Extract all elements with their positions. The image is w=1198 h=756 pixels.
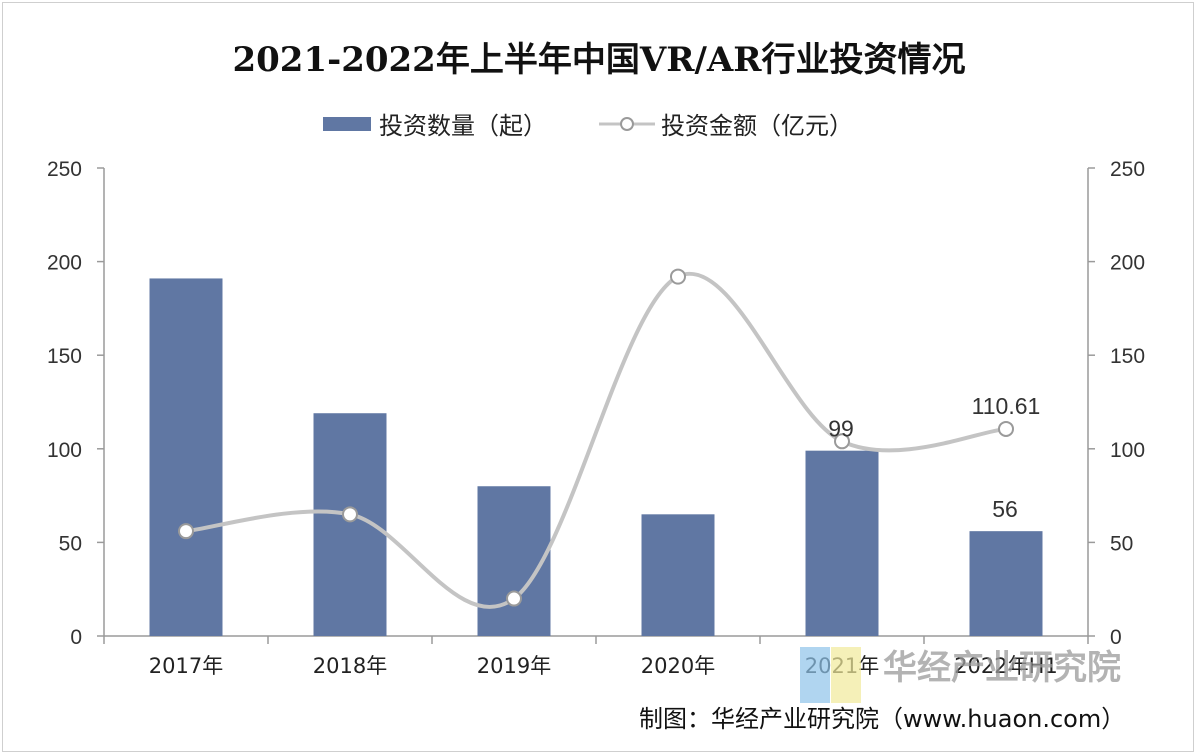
watermark: 华经产业研究院	[800, 647, 1121, 703]
line-point	[998, 420, 1014, 437]
y-left-tick-label: 150	[47, 345, 82, 368]
watermark-logo-yellow	[831, 647, 861, 703]
y-left-tick-label: 100	[47, 439, 82, 462]
data-labels: 99 56 110.61	[828, 393, 1040, 522]
y-right-tick-label: 50	[1110, 532, 1133, 555]
x-category-label: 2022年H1	[954, 654, 1058, 678]
legend-label-bar: 投资数量（起）	[379, 112, 547, 140]
axes: 0 50 100 150 200 250 0 50 100 150 200 250 2017年 2018年…	[47, 158, 1145, 678]
legend-label-line: 投资金额（亿元）	[661, 112, 853, 140]
bar	[149, 278, 223, 636]
x-category-label: 2020年	[641, 654, 715, 678]
line-point	[834, 433, 850, 450]
chart-title: 2021-2022年上半年中国VR/AR行业投资情况	[232, 40, 965, 80]
y-right-tick-label: 150	[1110, 345, 1145, 368]
line-data-label: 110.61	[972, 393, 1041, 419]
bar	[805, 450, 879, 636]
line-point	[506, 590, 522, 607]
source-note: 制图：华经产业研究院（www.huaon.com）	[639, 705, 1125, 733]
y-right-tick-label: 0	[1110, 626, 1122, 649]
y-right-tick-label: 100	[1110, 439, 1145, 462]
line-point	[178, 523, 194, 540]
watermark-logo-blue	[800, 647, 830, 703]
watermark-text: 华经产业研究院	[883, 648, 1121, 688]
y-right-tick-label: 200	[1110, 252, 1145, 275]
y-left-tick-label: 250	[47, 158, 82, 181]
y-left-tick-label: 200	[47, 252, 82, 275]
bar	[641, 514, 715, 636]
x-category-label: 2018年	[313, 654, 387, 678]
x-category-label: 2017年	[149, 654, 223, 678]
bar-series	[149, 278, 1043, 636]
bar	[477, 486, 551, 636]
legend: 投资数量（起） 投资金额（亿元）	[323, 112, 853, 140]
y-right-tick-label: 250	[1110, 158, 1145, 181]
bar-data-label: 99	[828, 416, 854, 442]
y-left-tick-label: 0	[70, 626, 82, 649]
line-point	[670, 268, 686, 285]
bar	[969, 531, 1043, 636]
legend-swatch-marker	[620, 117, 634, 131]
x-category-label: 2019年	[477, 654, 551, 678]
legend-swatch-bar	[323, 117, 371, 131]
chart-svg: 2021-2022年上半年中国VR/AR行业投资情况 投资数量（起） 投资金额（亿…	[47, 40, 1145, 733]
line-series	[178, 268, 1014, 609]
line-path	[185, 271, 1007, 609]
line-point	[342, 506, 358, 523]
y-left-tick-label: 50	[59, 532, 82, 555]
bar-data-label: 56	[992, 496, 1018, 522]
